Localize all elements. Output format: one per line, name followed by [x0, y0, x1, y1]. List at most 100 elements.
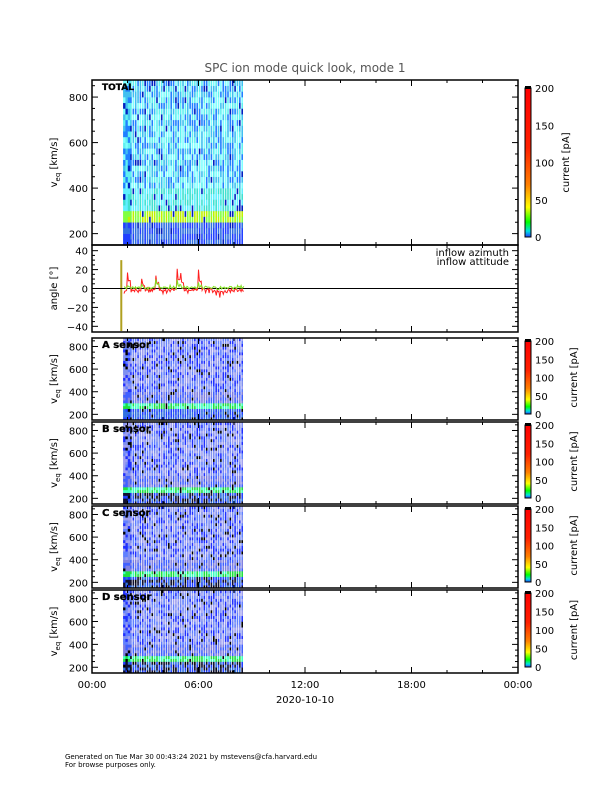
spectrogram-cell: [137, 447, 139, 451]
spectrogram-cell: [236, 498, 239, 502]
spectrogram-cell: [215, 222, 217, 229]
spectrogram-cell: [130, 554, 132, 558]
spectrogram-cell: [125, 531, 129, 535]
spectrogram-cell: [191, 438, 194, 443]
spectrogram-cell: [191, 125, 194, 132]
spectrogram-cell: [203, 346, 206, 350]
spectrogram-cell: [234, 357, 236, 361]
spectrogram-cell: [175, 484, 177, 488]
spectrogram-cell: [130, 447, 132, 451]
spectrogram-cell: [224, 188, 227, 195]
spectrogram-cell: [217, 403, 220, 407]
spectrogram-cell: [132, 114, 135, 121]
spectrogram-cell: [217, 484, 220, 488]
spectrogram-cell: [179, 171, 182, 178]
spectrogram-cell: [172, 131, 175, 138]
spectrogram-cell: [160, 102, 163, 109]
spectrogram-cell: [134, 522, 137, 527]
spectrogram-cell: [212, 414, 215, 418]
spectrogram-cell: [234, 487, 236, 491]
spectrogram-cell: [153, 388, 156, 393]
spectrogram-cell: [170, 444, 172, 448]
spectrogram-cell: [189, 148, 191, 155]
spectrogram-cell: [201, 447, 203, 451]
spectrogram-cell: [146, 114, 149, 121]
spectrogram-cell: [215, 366, 217, 370]
spectrogram-cell: [241, 165, 243, 172]
spectrogram-cell: [212, 400, 215, 404]
spectrogram-cell: [144, 531, 146, 535]
spectrogram-cell: [208, 427, 210, 431]
spectrogram-cell: [198, 357, 201, 361]
spectrogram-cell: [165, 354, 168, 359]
spectrogram-cell: [141, 340, 144, 344]
y-tick-label: 200: [69, 230, 88, 241]
spectrogram-cell: [198, 430, 201, 434]
spectrogram-cell: [141, 205, 144, 212]
spectrogram-cell: [205, 458, 208, 462]
spectrogram-cell: [194, 193, 196, 200]
spectrogram-cell: [146, 430, 149, 434]
spectrogram-cell: [208, 354, 210, 359]
spectrogram-cell: [125, 165, 129, 172]
spectrogram-cell: [189, 458, 191, 462]
spectrogram-cell: [205, 501, 208, 505]
spectrogram-cell: [198, 108, 201, 115]
spectrogram-cell: [210, 475, 213, 479]
spectrogram-cell: [123, 408, 127, 412]
spectrogram-cell: [151, 102, 154, 109]
spectrogram-cell: [134, 511, 137, 515]
spectrogram-cell: [151, 495, 154, 499]
spectrogram-cell: [177, 239, 180, 246]
spectrogram-cell: [222, 153, 225, 160]
spectrogram-cell: [172, 142, 175, 149]
spectrogram-cell: [175, 352, 177, 356]
spectrogram-cell: [151, 380, 154, 384]
spectrogram-cell: [146, 475, 149, 479]
spectrogram-cell: [220, 199, 222, 206]
spectrogram-cell: [196, 450, 199, 454]
spectrogram-cell: [158, 205, 161, 212]
panel-frame: [91, 421, 519, 505]
spectrogram-cell: [177, 165, 180, 172]
spectrogram-cell: [146, 176, 149, 183]
spectrogram-cell: [134, 199, 137, 206]
spectrogram-cell: [241, 148, 243, 155]
spectrogram-cell: [208, 349, 210, 353]
spectrogram-cell: [182, 388, 184, 393]
spectrogram-cell: [153, 352, 156, 356]
spectrogram-cell: [158, 464, 161, 468]
spectrogram-cell: [222, 498, 225, 502]
spectrogram-cell: [172, 205, 175, 212]
spectrogram-cell: [123, 444, 127, 448]
spectrogram-cell: [175, 349, 177, 353]
spectrogram-cell: [177, 424, 180, 428]
spectrogram-cell: [125, 501, 129, 505]
spectrogram-cell: [215, 91, 217, 98]
spectrogram-cell: [179, 470, 182, 474]
spectrogram-cell: [220, 430, 222, 434]
spectrogram-cell: [194, 405, 196, 409]
spectrogram-cell: [163, 357, 165, 361]
spectrogram-cell: [134, 427, 137, 431]
spectrogram-cell: [170, 472, 172, 477]
spectrogram-cell: [196, 233, 199, 240]
spectrogram-cell: [123, 165, 127, 172]
spectrogram-cell: [156, 153, 158, 160]
spectrogram-cell: [170, 464, 172, 468]
spectrogram-cell: [194, 360, 196, 364]
spectrogram-cell: [160, 408, 163, 412]
spectrogram-cell: [158, 475, 161, 479]
spectrogram-cell: [151, 383, 154, 387]
spectrogram-cell: [156, 366, 158, 370]
spectrogram-cell: [168, 360, 170, 364]
spectrogram-cell: [236, 80, 239, 86]
spectrogram-cell: [163, 461, 165, 465]
spectrogram-cell: [212, 188, 215, 195]
spectrogram-cell: [151, 85, 154, 92]
spectrogram-cell: [203, 424, 206, 428]
spectrogram-cell: [212, 233, 215, 240]
spectrogram-cell: [177, 354, 180, 359]
spectrogram-cell: [141, 585, 144, 589]
spectrogram-cell: [241, 349, 243, 353]
